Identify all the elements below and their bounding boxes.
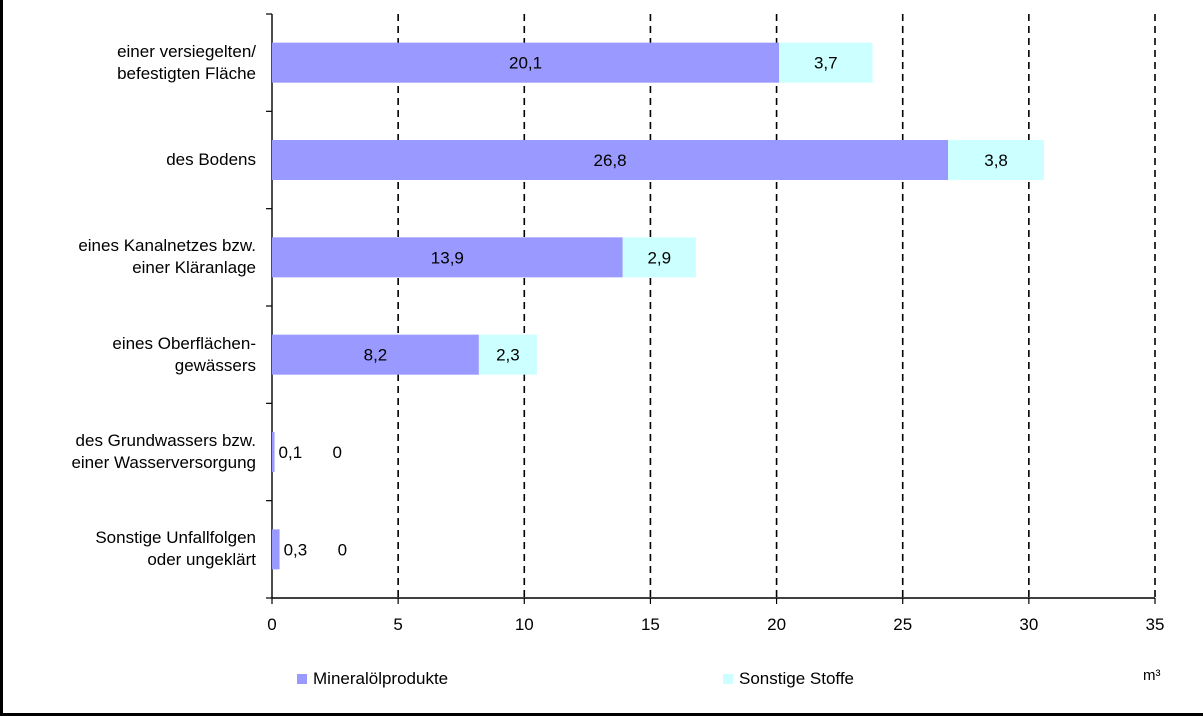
x-tick-label-5: 5: [393, 615, 402, 634]
x-axis-unit-label: m³: [1143, 667, 1161, 684]
data-label-mineraloelprodukte-0: 20,1: [509, 54, 542, 73]
x-tick-label-25: 25: [893, 615, 912, 634]
category-label-4: des Grundwassers bzw. einer Wasserversorg…: [71, 431, 256, 472]
data-label-mineraloelprodukte-4: 0,1: [279, 443, 303, 462]
data-label-sonstige-stoffe-5: 0: [338, 540, 347, 559]
data-label-sonstige-stoffe-0: 3,7: [814, 54, 838, 73]
legend-item-sonstige-stoffe: Sonstige Stoffe: [723, 669, 854, 689]
legend-label-mineraloelprodukte: Mineralölprodukte: [313, 669, 449, 688]
x-tick-label-0: 0: [267, 615, 276, 634]
category-label-1: des Bodens: [166, 150, 256, 169]
data-label-sonstige-stoffe-3: 2,3: [496, 346, 520, 365]
bar-sonstige-stoffe-2: [622, 237, 696, 278]
data-label-mineraloelprodukte-5: 0,3: [284, 540, 308, 559]
data-label-sonstige-stoffe-1: 3,8: [984, 151, 1008, 170]
data-label-sonstige-stoffe-2: 2,9: [647, 248, 671, 267]
x-tick-label-35: 35: [1146, 615, 1165, 634]
x-tick-label-20: 20: [767, 615, 786, 634]
x-tick-label-10: 10: [515, 615, 534, 634]
bar-mineraloelprodukte-1: [272, 140, 949, 180]
x-tick-label-30: 30: [1019, 615, 1038, 634]
category-label-5: Sonstige Unfallfolgen oder ungeklärt: [95, 528, 256, 570]
x-tick-label-15: 15: [641, 615, 660, 634]
legend-swatch-mineraloelprodukte: [297, 674, 307, 684]
bar-sonstige-stoffe-3: [478, 334, 537, 375]
data-label-mineraloelprodukte-3: 8,2: [364, 346, 388, 365]
bar-mineraloelprodukte-2: [272, 237, 623, 278]
category-label-3: eines Oberflächen-gewässers: [112, 333, 256, 375]
legend-item-mineraloelprodukte: Mineralölprodukte: [297, 669, 448, 689]
category-label-0: einer versiegelten/befestigten Fläche: [117, 41, 256, 83]
bar-mineraloelprodukte-3: [272, 334, 479, 375]
category-label-2: eines Kanalnetzes bzw. einer Kläranlage: [78, 236, 256, 278]
bar-mineraloelprodukte-4: [272, 432, 275, 472]
bar-sonstige-stoffe-0: [779, 42, 873, 83]
data-label-sonstige-stoffe-4: 0: [333, 443, 342, 462]
data-label-mineraloelprodukte-2: 13,9: [431, 248, 464, 267]
bar-mineraloelprodukte-5: [272, 529, 280, 570]
data-label-mineraloelprodukte-1: 26,8: [594, 151, 627, 170]
bar-mineraloelprodukte-0: [272, 42, 780, 83]
legend-label-sonstige-stoffe: Sonstige Stoffe: [739, 669, 854, 688]
legend-swatch-sonstige-stoffe: [723, 674, 733, 684]
bar-sonstige-stoffe-1: [948, 140, 1044, 180]
